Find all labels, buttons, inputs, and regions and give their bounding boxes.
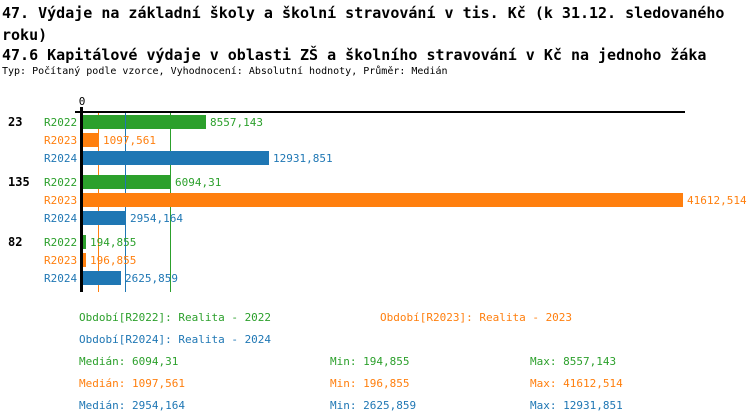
x-axis-zero-label: 0: [78, 95, 86, 108]
bar-82-r2024: [83, 271, 121, 285]
legend-item-r2023: Období[R2023]: Realita - 2023: [380, 311, 573, 324]
bar-value-label: 1097,561: [103, 134, 156, 147]
group-label: 82: [8, 235, 23, 249]
bar-value-label: 41612,514: [687, 194, 747, 207]
stat-min-r2024: Min: 2625,859: [330, 399, 417, 412]
report-meta: Typ: Počítaný podle vzorce, Vyhodnocení:…: [2, 66, 448, 77]
series-label: R2024: [44, 212, 78, 225]
series-label: R2023: [44, 134, 78, 147]
series-label: R2024: [44, 152, 78, 165]
stat-min-r2023: Min: 196,855: [330, 377, 410, 390]
group-label: 135: [8, 175, 30, 189]
series-label: R2022: [44, 116, 78, 129]
series-label: R2023: [44, 194, 78, 207]
bar-value-label: 2954,164: [130, 212, 183, 225]
bar-135-r2023: [83, 193, 683, 207]
series-label: R2024: [44, 272, 78, 285]
x-axis-line: [75, 111, 685, 113]
group-label: 23: [8, 115, 23, 129]
bar-135-r2022: [83, 175, 171, 189]
bar-value-label: 12931,851: [273, 152, 333, 165]
legend-item-r2022: Období[R2022]: Realita - 2022: [79, 311, 272, 324]
legend-item-r2024: Období[R2024]: Realita - 2024: [79, 333, 272, 346]
stat-max-r2024: Max: 12931,851: [530, 399, 623, 412]
report-title: 47. Výdaje na základní školy a školní st…: [2, 4, 725, 44]
series-label: R2022: [44, 176, 78, 189]
bar-23-r2022: [83, 115, 206, 129]
bar-82-r2022: [83, 235, 86, 249]
bar-23-r2024: [83, 151, 269, 165]
bar-value-label: 8557,143: [210, 116, 263, 129]
bar-value-label: 6094,31: [175, 176, 222, 189]
series-label: R2022: [44, 236, 78, 249]
bar-value-label: 194,855: [90, 236, 137, 249]
stat-median-r2022: Medián: 6094,31: [79, 355, 179, 368]
stat-median-r2023: Medián: 1097,561: [79, 377, 185, 390]
stat-min-r2022: Min: 194,855: [330, 355, 410, 368]
bar-value-label: 196,855: [90, 254, 137, 267]
y-axis-line: [80, 107, 83, 292]
bar-82-r2023: [83, 253, 86, 267]
bar-135-r2024: [83, 211, 126, 225]
stat-max-r2023: Max: 41612,514: [530, 377, 623, 390]
report-subtitle: 47.6 Kapitálové výdaje v oblasti ZŠ a šk…: [2, 46, 707, 64]
series-label: R2023: [44, 254, 78, 267]
stat-median-r2024: Medián: 2954,164: [79, 399, 185, 412]
bar-23-r2023: [83, 133, 99, 147]
bar-value-label: 2625,859: [125, 272, 178, 285]
stat-max-r2022: Max: 8557,143: [530, 355, 617, 368]
